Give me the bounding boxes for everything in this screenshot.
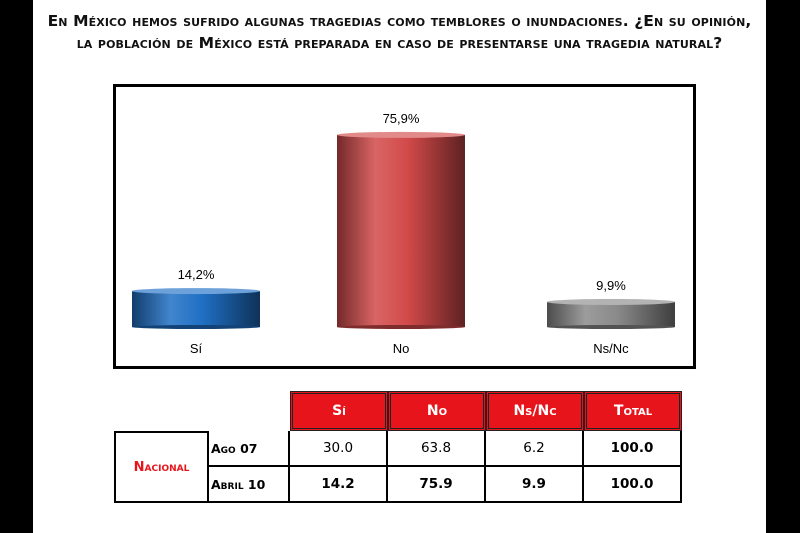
row-label: Abril 10 (209, 467, 290, 503)
cell-no: 75.9 (388, 467, 486, 503)
data-label-1: 75,9% (383, 111, 420, 126)
cell-nsnc: 9.9 (486, 467, 584, 503)
bar-base-1 (337, 325, 465, 329)
bar-cap-1 (337, 131, 465, 138)
cell-si: 30.0 (290, 431, 388, 467)
header-total: Total (584, 391, 682, 431)
results-table: Sí No Ns/Nc Total Nacional Ago 07 30.0 6… (114, 391, 682, 503)
bar-cap-2 (547, 298, 675, 305)
group-label: Nacional (114, 431, 209, 503)
cell-si: 14.2 (290, 467, 388, 503)
category-label-1: No (393, 341, 410, 356)
header-nsnc: Ns/Nc (486, 391, 584, 431)
slide: En México hemos sufrido algunas tragedia… (33, 0, 766, 533)
bar-base-2 (547, 325, 675, 329)
row-label: Ago 07 (209, 431, 290, 467)
cell-total: 100.0 (584, 431, 682, 467)
cell-total: 100.0 (584, 467, 682, 503)
cell-nsnc: 6.2 (486, 431, 584, 467)
bar-2 (547, 301, 675, 327)
cell-no: 63.8 (388, 431, 486, 467)
category-label-0: Sí (190, 341, 203, 356)
table-header-row: Sí No Ns/Nc Total (114, 391, 682, 431)
bar-0 (132, 291, 260, 327)
bar-cap-0 (132, 288, 260, 295)
table-row: Abril 10 14.2 75.9 9.9 100.0 (114, 467, 682, 503)
bar-chart: 14,2% Sí 75,9% No 9,9% Ns/Nc (132, 111, 675, 356)
category-label-2: Ns/Nc (593, 341, 629, 356)
header-no: No (388, 391, 486, 431)
chart-frame: 14,2% Sí 75,9% No 9,9% Ns/Nc (113, 84, 696, 369)
question-title-line1: En México hemos sufrido algunas tragedia… (47, 12, 752, 30)
data-label-2: 9,9% (596, 278, 626, 293)
question-title: En México hemos sufrido algunas tragedia… (33, 10, 766, 54)
table-row: Nacional Ago 07 30.0 63.8 6.2 100.0 (114, 431, 682, 503)
header-si: Sí (290, 391, 388, 431)
data-label-0: 14,2% (178, 267, 215, 282)
bar-1 (337, 134, 465, 327)
question-title-line2: la población de México está preparada en… (76, 34, 723, 52)
bar-base-0 (132, 325, 260, 329)
